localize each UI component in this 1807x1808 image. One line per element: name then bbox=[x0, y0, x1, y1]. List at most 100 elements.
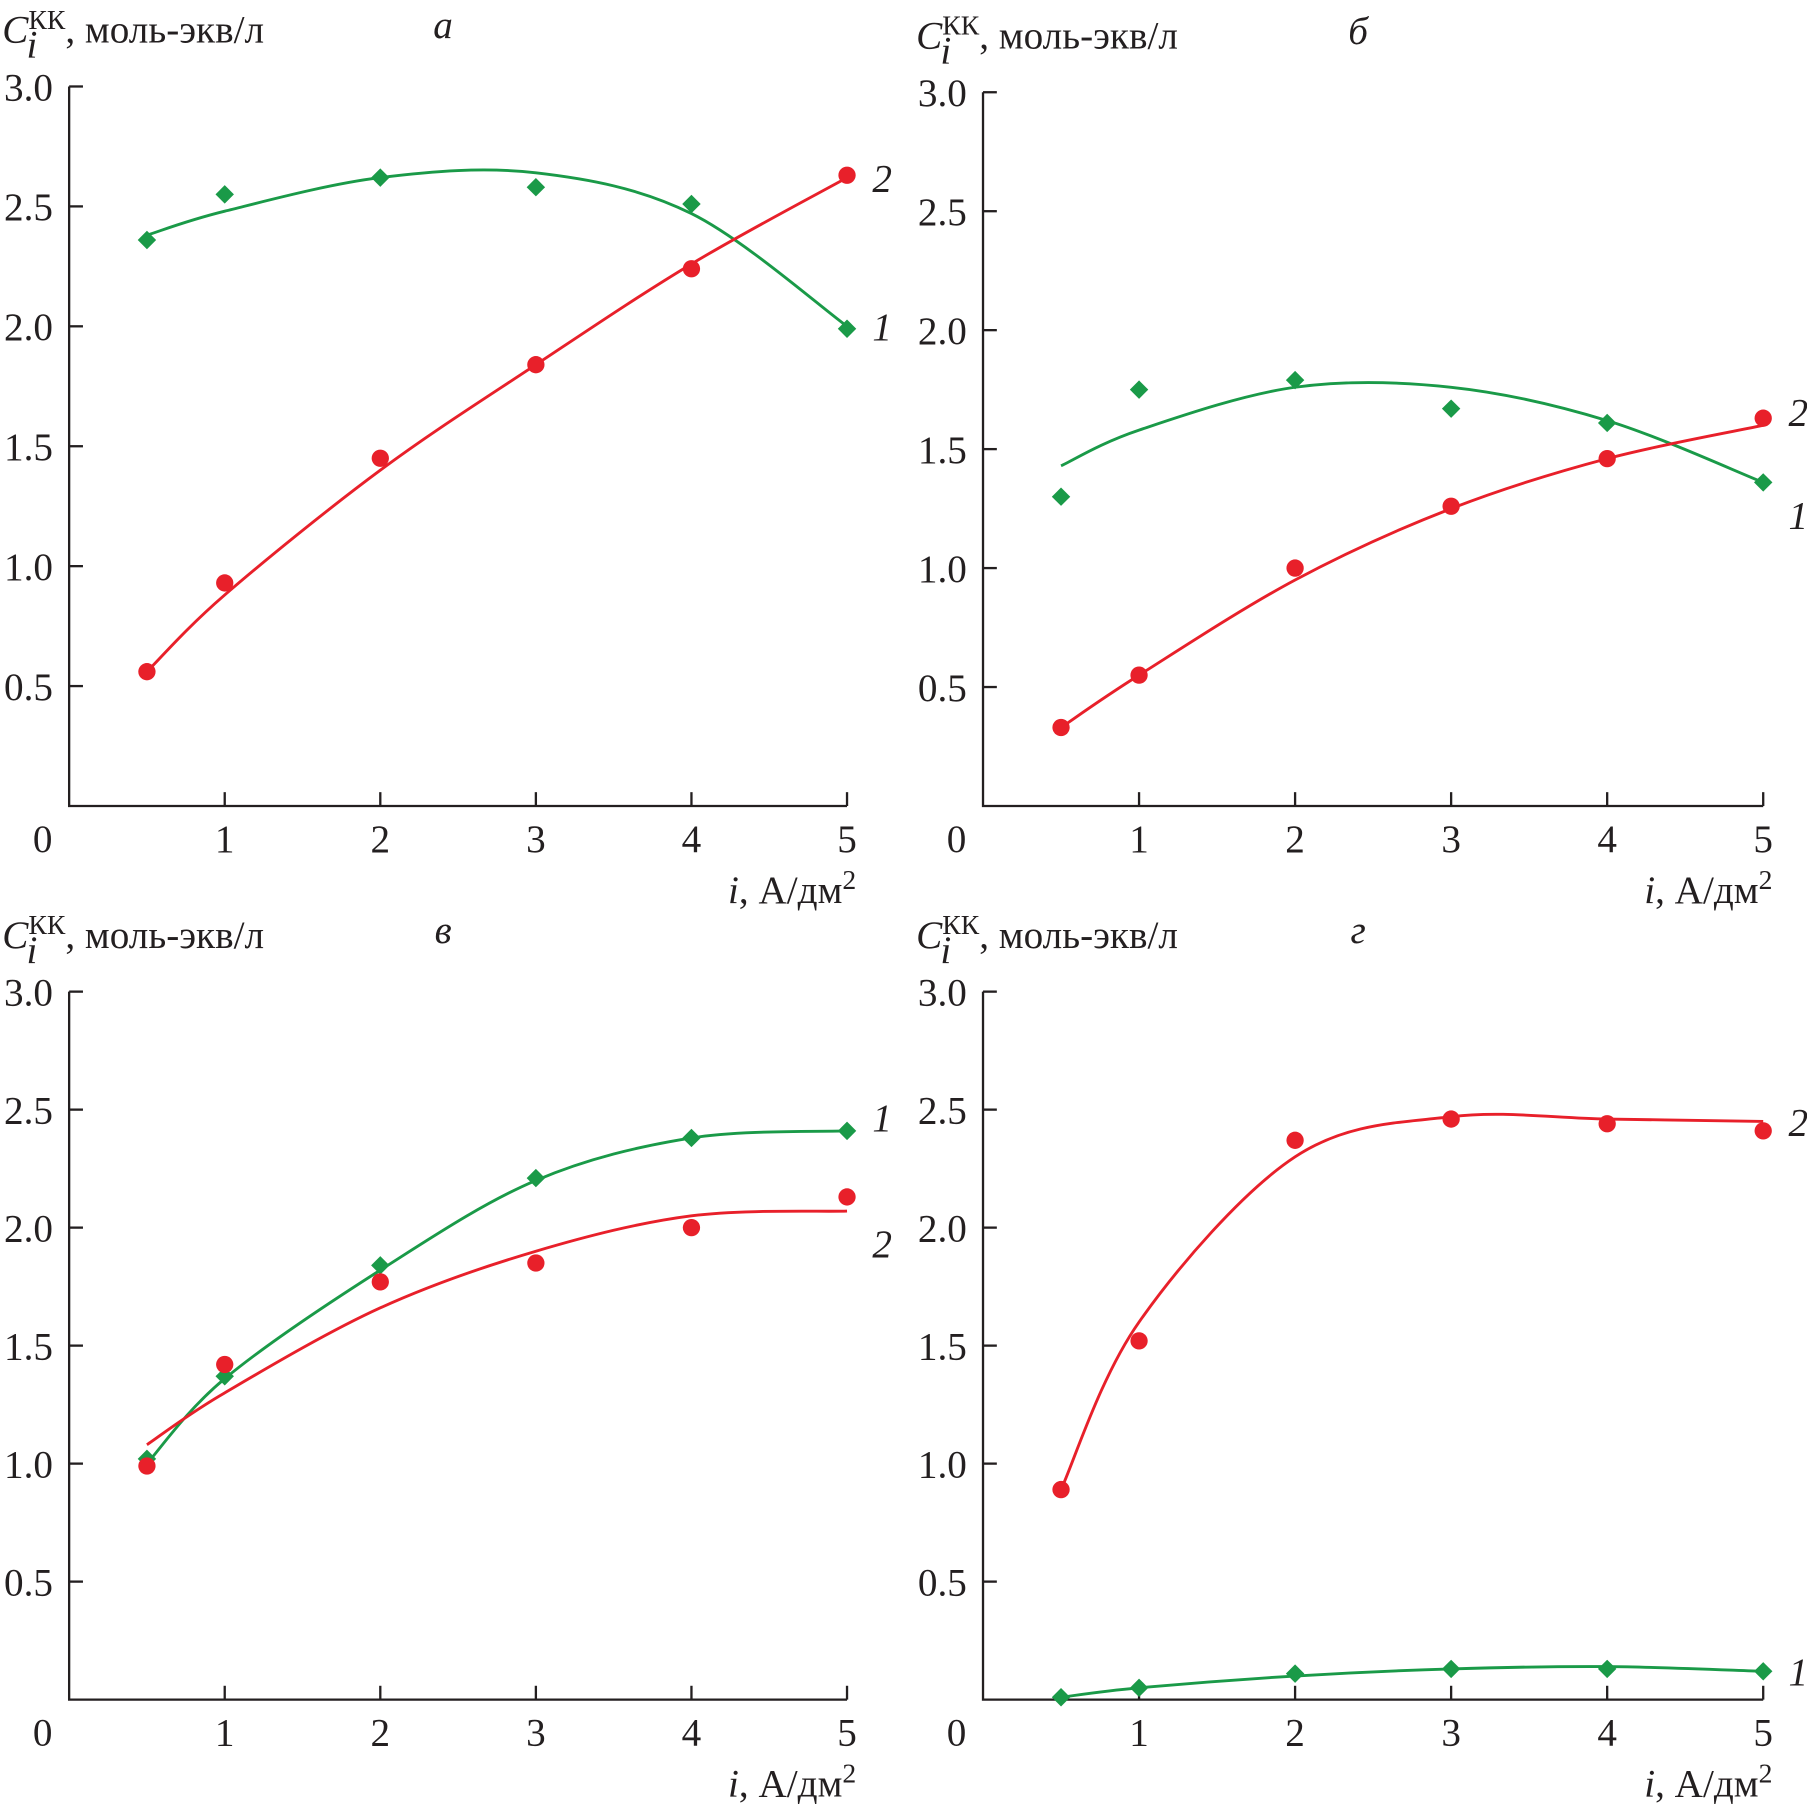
y-label-symbol: C bbox=[916, 914, 943, 957]
x-label-text: , А/дм bbox=[739, 1762, 843, 1805]
x-label-superscript: 2 bbox=[1759, 864, 1773, 895]
y-tick-label: 3.0 bbox=[4, 66, 53, 109]
x-tick-label: 1 bbox=[215, 1712, 235, 1755]
data-point bbox=[216, 1355, 234, 1374]
y-axis-label: CКК, моль-экв/л bbox=[916, 10, 1178, 58]
x-tick-label: 4 bbox=[1597, 1712, 1617, 1755]
data-point bbox=[682, 1128, 701, 1148]
y-label-superscript: КК bbox=[942, 10, 979, 41]
data-point bbox=[837, 1121, 857, 1141]
y-tick-label: 1.0 bbox=[4, 1443, 53, 1486]
data-point bbox=[1754, 1122, 1772, 1140]
x-tick-label: 2 bbox=[1285, 1712, 1305, 1755]
x-label-symbol: i bbox=[728, 869, 739, 912]
data-point bbox=[1598, 1115, 1616, 1133]
y-label-symbol: C bbox=[916, 14, 943, 57]
y-label-superscript: КК bbox=[942, 909, 979, 940]
data-point bbox=[216, 574, 234, 592]
fit-curve bbox=[145, 1129, 848, 1465]
fit-curve bbox=[145, 176, 848, 673]
data-point bbox=[1286, 559, 1304, 577]
data-point bbox=[682, 1218, 701, 1237]
data-point bbox=[1286, 1131, 1304, 1149]
y-axis-label: CКК, моль-экв/л bbox=[2, 909, 264, 957]
x-tick-label: 4 bbox=[682, 1712, 702, 1755]
y-tick-label: 0.5 bbox=[918, 1561, 967, 1604]
data-point bbox=[526, 177, 546, 197]
y-tick-label: 3.0 bbox=[918, 971, 967, 1014]
x-tick-label: 5 bbox=[1753, 1712, 1773, 1755]
y-label-text: , моль-экв/л bbox=[979, 914, 1178, 957]
data-point bbox=[1598, 449, 1616, 468]
x-tick-label: 4 bbox=[1597, 818, 1617, 861]
x-tick-label: 5 bbox=[1753, 818, 1773, 861]
data-point bbox=[838, 166, 856, 184]
axes bbox=[67, 86, 848, 808]
data-point bbox=[371, 168, 390, 187]
fit-curve bbox=[146, 1209, 848, 1446]
axes bbox=[981, 991, 1764, 1701]
x-axis-label: i, А/дм2 bbox=[728, 864, 856, 912]
panel-title: б bbox=[1348, 10, 1369, 53]
x-tick-label: 2 bbox=[371, 818, 391, 861]
data-point bbox=[1051, 487, 1071, 506]
series-label: 1 bbox=[872, 1097, 892, 1140]
x-tick-label: 3 bbox=[526, 1712, 546, 1755]
data-point bbox=[1442, 497, 1460, 515]
data-point bbox=[1597, 413, 1617, 433]
data-point bbox=[1285, 1664, 1305, 1683]
data-point bbox=[682, 260, 701, 278]
panel-title: в bbox=[435, 909, 452, 952]
series-label: 1 bbox=[1789, 495, 1807, 538]
data-point bbox=[1442, 1110, 1460, 1128]
series-label: 2 bbox=[1789, 1101, 1807, 1144]
y-tick-label: 1.5 bbox=[918, 1325, 967, 1368]
y-axis-label: CКК, моль-экв/л bbox=[2, 4, 264, 52]
y-tick-label: 3.0 bbox=[918, 72, 967, 115]
fit-curve bbox=[146, 168, 848, 328]
data-point bbox=[838, 1188, 856, 1206]
x-label-superscript: 2 bbox=[1759, 1758, 1773, 1789]
data-point bbox=[138, 1457, 156, 1475]
y-tick-label: 3.0 bbox=[4, 971, 53, 1014]
y-label-subscript: i bbox=[27, 929, 38, 972]
series-label: 2 bbox=[872, 1223, 892, 1266]
x-tick-label: 2 bbox=[1285, 818, 1305, 861]
y-label-superscript: КК bbox=[28, 909, 65, 940]
data-point bbox=[1129, 380, 1149, 399]
data-point bbox=[371, 1273, 389, 1291]
panel-title: г bbox=[1350, 909, 1365, 952]
y-tick-label: 2.5 bbox=[918, 1089, 967, 1132]
data-point bbox=[1441, 1659, 1461, 1679]
y-axis-label: CКК, моль-экв/л bbox=[916, 909, 1178, 957]
data-point bbox=[1130, 1332, 1148, 1350]
x-tick-label: 1 bbox=[1129, 818, 1149, 861]
data-point bbox=[1052, 718, 1070, 737]
x-tick-label: 2 bbox=[371, 1712, 391, 1755]
y-tick-label: 2.0 bbox=[4, 1207, 53, 1250]
y-label-subscript: i bbox=[940, 929, 951, 972]
y-tick-label: 2.5 bbox=[918, 191, 967, 234]
fit-curve bbox=[1060, 423, 1764, 729]
y-tick-label: 0.5 bbox=[918, 667, 967, 710]
data-point bbox=[682, 194, 701, 214]
data-point bbox=[1051, 1688, 1071, 1707]
data-point bbox=[138, 663, 156, 681]
y-tick-label: 1.5 bbox=[4, 1325, 53, 1368]
y-label-superscript: КК bbox=[28, 4, 65, 35]
x-tick-label: 0 bbox=[33, 818, 53, 861]
series-label: 1 bbox=[1789, 1651, 1807, 1694]
data-point bbox=[371, 449, 389, 467]
x-label-text: , А/дм bbox=[1655, 869, 1759, 912]
x-label-symbol: i bbox=[1644, 869, 1655, 912]
x-label-superscript: 2 bbox=[842, 1758, 856, 1789]
y-label-subscript: i bbox=[27, 24, 38, 67]
x-tick-label: 0 bbox=[947, 1712, 967, 1755]
data-point bbox=[1285, 370, 1305, 390]
data-point bbox=[137, 230, 157, 250]
x-tick-label: 3 bbox=[1441, 1712, 1461, 1755]
